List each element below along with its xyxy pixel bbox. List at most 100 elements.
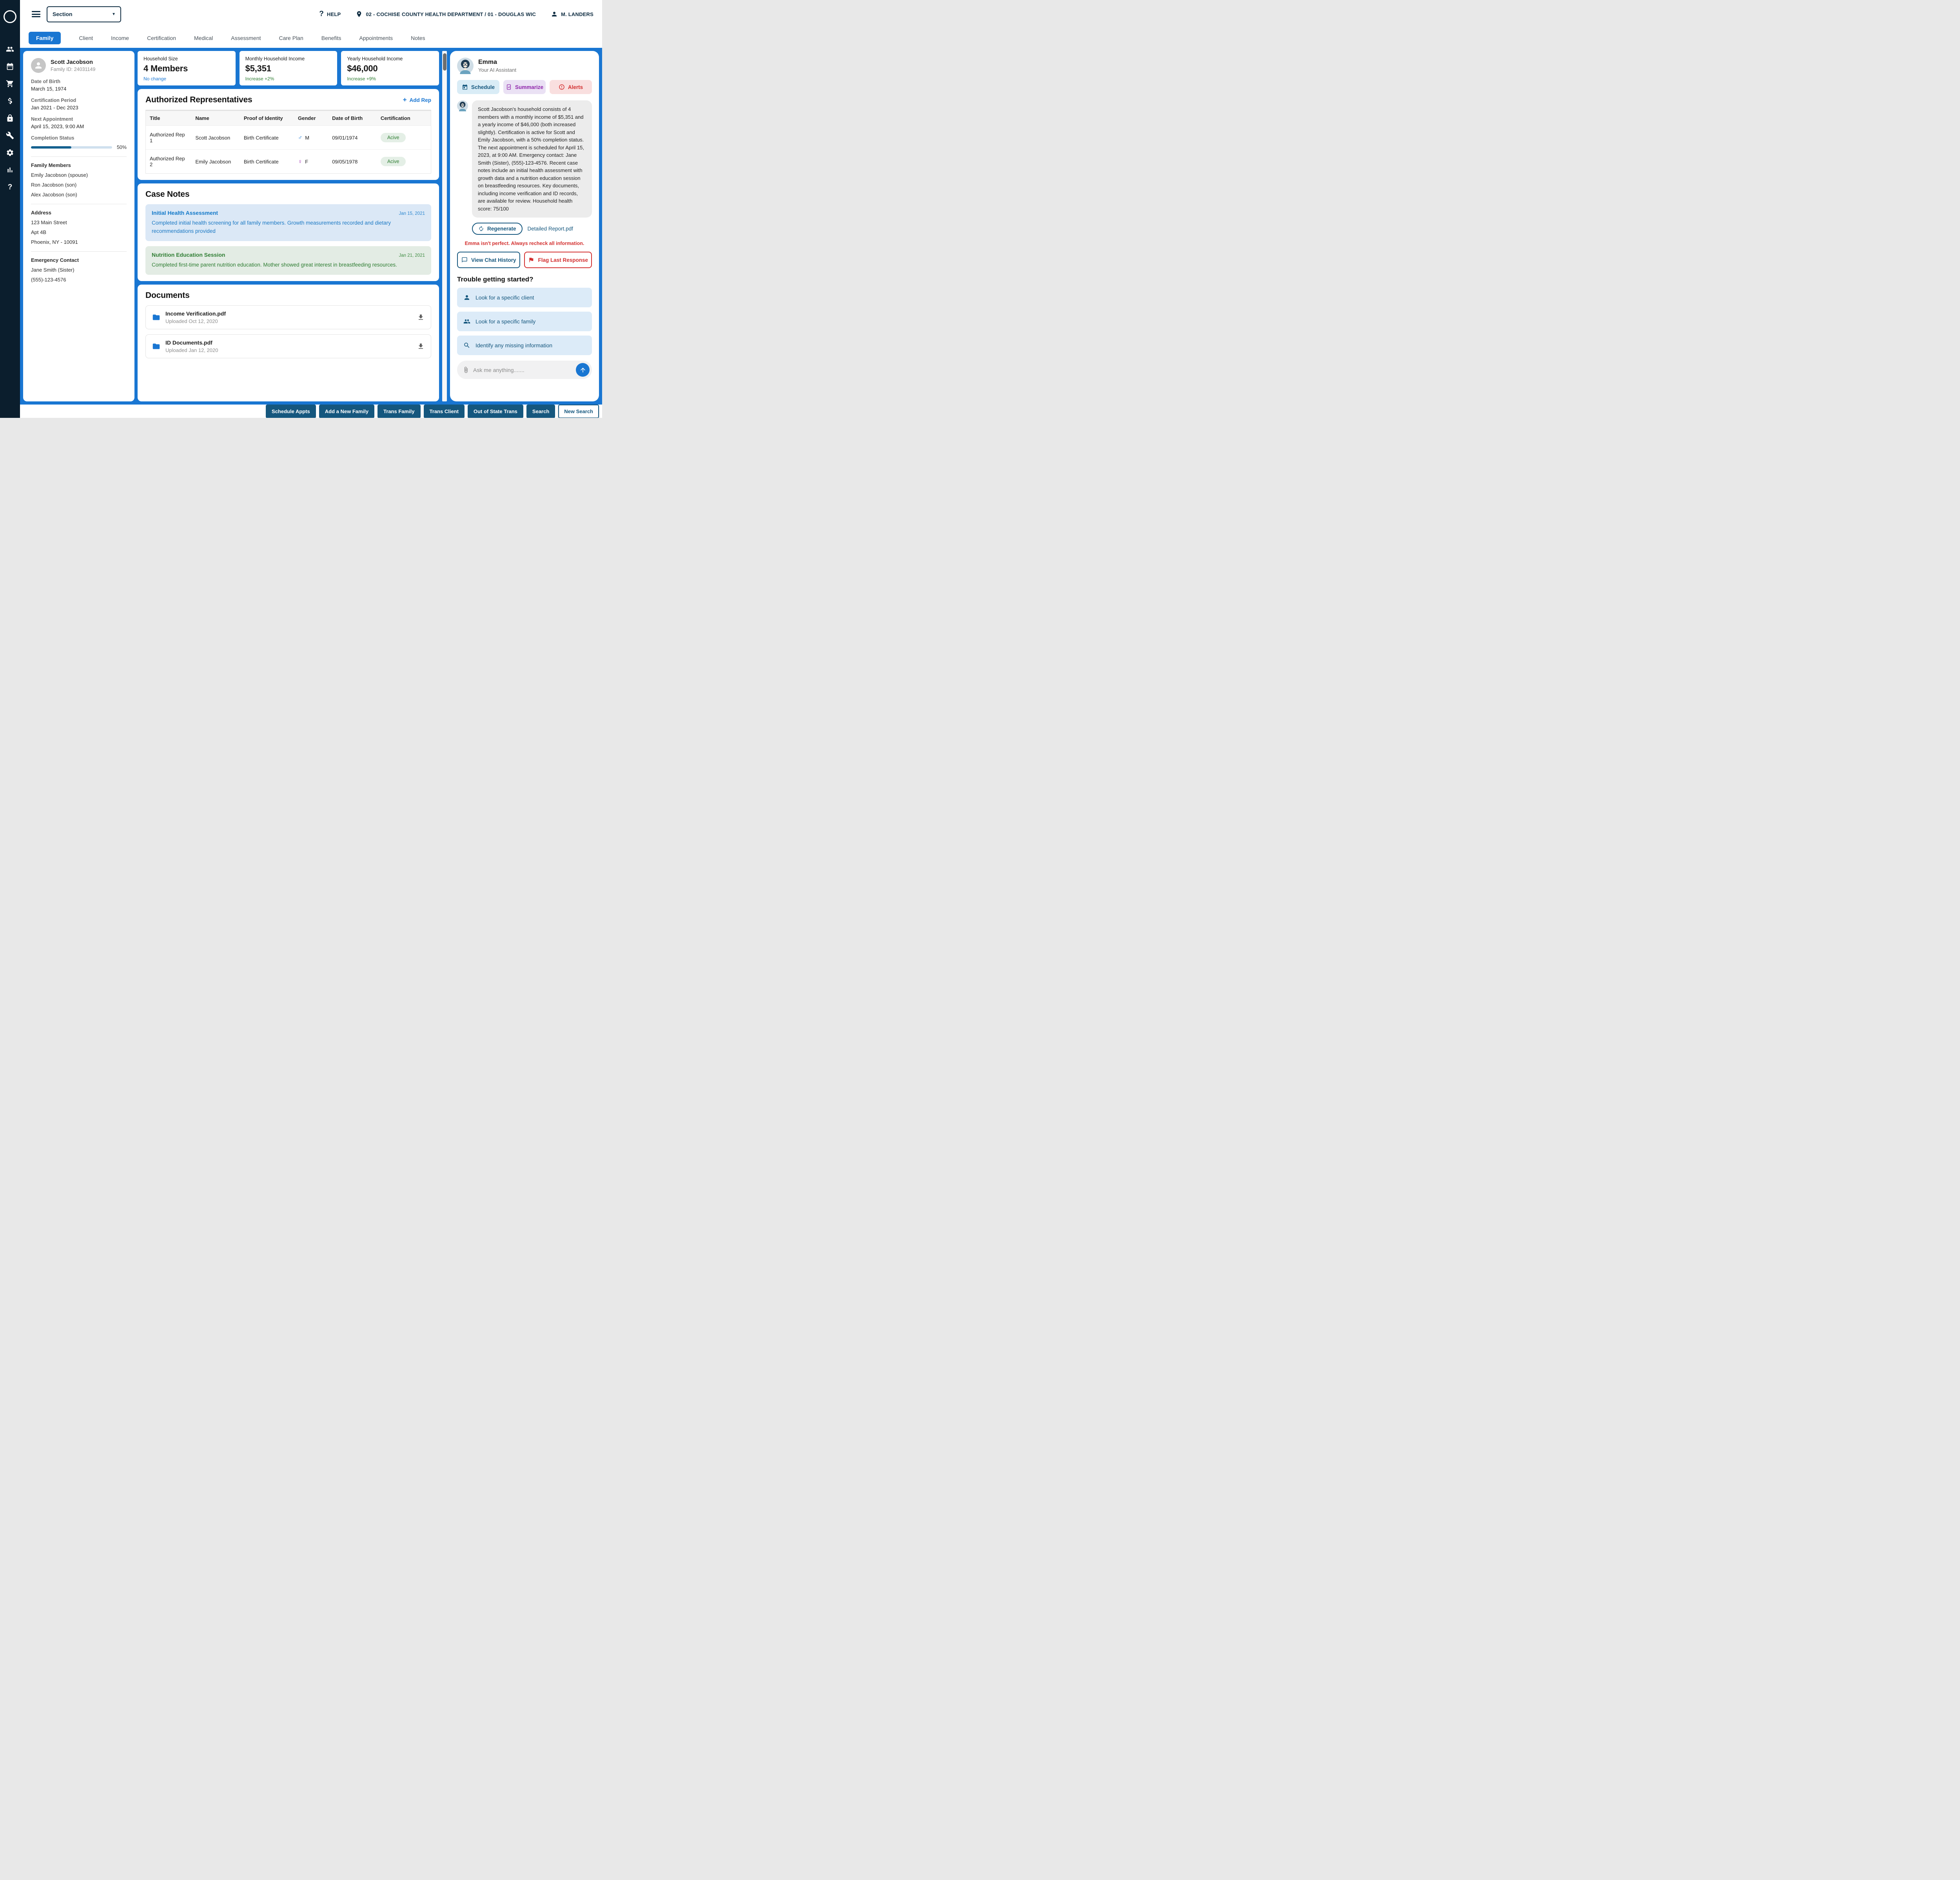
regenerate-button[interactable]: Regenerate [472,223,523,235]
trans-family-button[interactable]: Trans Family [377,404,421,418]
documents-title: Documents [145,290,190,300]
look-specific-family-button[interactable]: Look for a specific family [457,312,592,331]
tab-income[interactable]: Income [111,35,129,41]
search-button[interactable]: Search [526,404,555,418]
schedule-button[interactable]: Schedule [457,80,499,94]
send-button[interactable] [576,363,590,377]
summarize-button[interactable]: Summarize [503,80,546,94]
document-row[interactable]: Income Verification.pdf Uploaded Oct 12,… [145,305,431,329]
note-date: Jan 15, 2021 [399,211,425,216]
dollar-icon[interactable] [6,97,14,105]
completion-progress-bar [31,146,112,149]
look-specific-client-button[interactable]: Look for a specific client [457,288,592,307]
status-badge: Acive [380,133,406,142]
analytics-icon[interactable] [6,166,14,174]
plus-icon: + [403,96,407,103]
trouble-title: Trouble getting started? [457,276,534,283]
out-of-state-trans-button[interactable]: Out of State Trans [467,404,523,418]
tab-medical[interactable]: Medical [194,35,213,41]
stat-household-size: Household Size 4 Members No change [138,51,236,85]
rep-dob: 09/05/1978 [328,149,377,173]
tab-client[interactable]: Client [79,35,93,41]
schedule-appts-button[interactable]: Schedule Appts [266,404,316,418]
authorized-reps-title: Authorized Representatives [145,95,252,104]
avatar [31,58,46,73]
family-detail-column: Household Size 4 Members No change Month… [138,51,439,401]
user-name-label: M. LANDERS [561,11,593,17]
clinic-location[interactable]: 02 - COCHISE COUNTY HEALTH DEPARTMENT / … [356,11,536,18]
help-icon[interactable]: ? [7,183,13,191]
settings-gear-icon[interactable] [6,149,14,157]
address-line: Phoenix, NY - 10091 [31,239,78,245]
col-proof: Proof of Identity [240,111,294,126]
user-menu[interactable]: M. LANDERS [551,11,593,18]
cart-icon[interactable] [6,80,14,88]
address-line: 123 Main Street [31,220,67,225]
family-id: Family ID: 24031149 [51,66,96,72]
paperclip-icon[interactable] [463,367,469,373]
note-body: Completed first-time parent nutrition ed… [152,261,397,268]
tab-benefits[interactable]: Benefits [321,35,341,41]
add-new-family-button[interactable]: Add a New Family [319,404,375,418]
view-chat-history-button[interactable]: View Chat History [457,252,521,268]
stat-label: Monthly Household Income [245,56,305,62]
assistant-subtitle: Your AI Assistant [478,67,517,73]
tab-certification[interactable]: Certification [147,35,176,41]
lock-icon[interactable] [6,114,14,122]
reps-table: Title Name Proof of Identity Gender Date… [145,110,431,174]
calendar-icon[interactable] [6,62,14,71]
case-note: Initial Health Assessment Jan 15, 2021 C… [145,204,431,241]
rep-gender: M [305,134,310,141]
col-title: Title [146,111,192,126]
flag-last-response-button[interactable]: Flag Last Response [524,252,592,268]
col-certification: Certification [376,111,431,126]
rep-name: Scott Jacobson [191,125,240,150]
new-search-button[interactable]: New Search [558,404,599,418]
dob-value: March 15, 1974 [31,86,67,92]
rep-title: Authorized Rep 2 [146,149,192,173]
completion-label: Completion Status [31,135,74,141]
table-row: Authorized Rep 2 Emily Jacobson Birth Ce… [146,149,431,173]
tab-family[interactable]: Family [29,32,61,44]
clinic-location-label: 02 - COCHISE COUNTY HEALTH DEPARTMENT / … [366,11,536,17]
table-row: Authorized Rep 1 Scott Jacobson Birth Ce… [146,125,431,150]
completion-percent: 50% [116,145,127,150]
emergency-contact-phone: (555)-123-4576 [31,277,66,283]
document-name: Income Verification.pdf [165,310,226,317]
download-icon[interactable] [417,343,425,350]
tab-notes[interactable]: Notes [410,35,425,41]
dob-label: Date of Birth [31,79,60,84]
identify-missing-info-button[interactable]: Identify any missing information [457,336,592,355]
tab-care-plan[interactable]: Care Plan [279,35,303,41]
chat-bubble-icon [462,257,467,263]
ask-me-anything-input[interactable] [473,367,572,373]
document-name: ID Documents.pdf [165,339,212,346]
tools-icon[interactable] [6,131,14,140]
document-row[interactable]: ID Documents.pdf Uploaded Jan 12, 2020 [145,334,431,358]
help-button[interactable]: ? HELP [319,10,341,18]
middle-scrollbar [442,51,447,401]
note-title: Initial Health Assessment [152,210,218,216]
stat-label: Household Size [143,56,178,62]
ask-input-container [457,361,592,379]
assistant-disclaimer: Emma isn't perfect. Always recheck all i… [465,241,584,246]
status-badge: Acive [380,157,406,166]
download-icon[interactable] [417,314,425,321]
detailed-report-link[interactable]: Detailed Report.pdf [527,226,573,232]
tab-assessment[interactable]: Assessment [231,35,261,41]
menu-hamburger-icon[interactable] [32,11,40,17]
wic-app-window: ? Section ▼ ? HELP 02 - COCHISE COUNTY H… [0,0,602,418]
alerts-button[interactable]: Alerts [550,80,592,94]
note-title: Nutrition Education Session [152,251,225,258]
users-icon[interactable] [6,45,14,53]
tab-appointments[interactable]: Appointments [359,35,393,41]
col-gender: Gender [294,111,328,126]
stat-yearly-income: Yearly Household Income $46,000 Increase… [341,51,439,85]
add-rep-button[interactable]: + Add Rep [403,96,431,103]
scrollbar-thumb[interactable] [443,53,446,71]
case-notes-card: Case Notes Initial Health Assessment Jan… [138,183,439,281]
help-label: HELP [327,11,341,17]
male-icon: ♂ [298,134,303,141]
trans-client-button[interactable]: Trans Client [423,404,465,418]
section-select[interactable]: Section ▼ [47,6,121,22]
